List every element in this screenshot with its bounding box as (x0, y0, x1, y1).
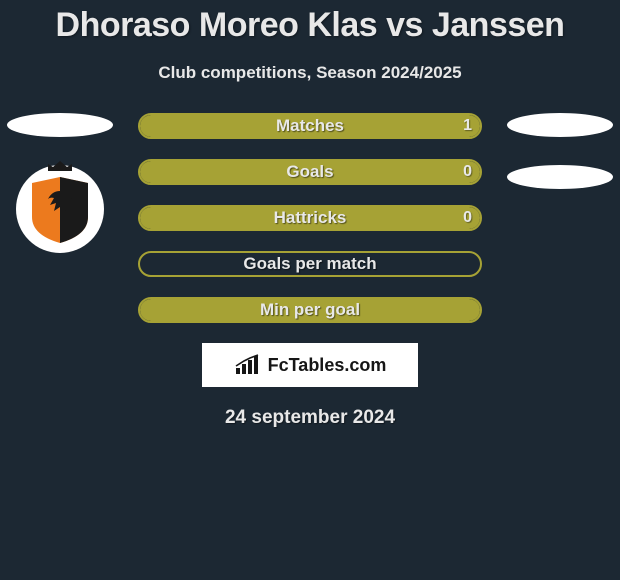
stat-label: Hattricks (140, 207, 480, 229)
right-ellipse-1 (507, 113, 613, 137)
stat-label: Matches (140, 115, 480, 137)
stat-row: Hattricks0 (138, 205, 482, 231)
page-subtitle: Club competitions, Season 2024/2025 (0, 63, 620, 83)
stat-row: Goals0 (138, 159, 482, 185)
stat-bar: Matches1 (138, 113, 482, 139)
comparison-content: Matches1Goals0Hattricks0Goals per matchM… (0, 113, 620, 323)
page-title: Dhoraso Moreo Klas vs Janssen (0, 0, 620, 45)
right-ellipse-2 (507, 165, 613, 189)
stat-value-right: 1 (455, 115, 480, 137)
branding-label: FcTables.com (268, 355, 387, 376)
left-player-column (0, 113, 120, 253)
stat-row: Goals per match (138, 251, 482, 277)
crest-crown-icon (46, 159, 74, 173)
stat-bar: Hattricks0 (138, 205, 482, 231)
stat-value-right: 0 (455, 161, 480, 183)
crest-shield-icon (30, 177, 90, 243)
date-label: 24 september 2024 (0, 407, 620, 429)
right-player-column (500, 113, 620, 217)
stat-bar: Goals0 (138, 159, 482, 185)
stat-row: Min per goal (138, 297, 482, 323)
stat-bar: Goals per match (138, 251, 482, 277)
stat-label: Goals per match (140, 253, 480, 275)
stat-label: Min per goal (140, 299, 480, 321)
stats-bars: Matches1Goals0Hattricks0Goals per matchM… (138, 113, 482, 323)
branding-chart-icon (234, 354, 262, 376)
stat-row: Matches1 (138, 113, 482, 139)
stat-value-right: 0 (455, 207, 480, 229)
stat-label: Goals (140, 161, 480, 183)
stat-bar: Min per goal (138, 297, 482, 323)
branding-box: FcTables.com (202, 343, 418, 387)
left-ellipse-1 (7, 113, 113, 137)
left-club-crest (16, 165, 104, 253)
